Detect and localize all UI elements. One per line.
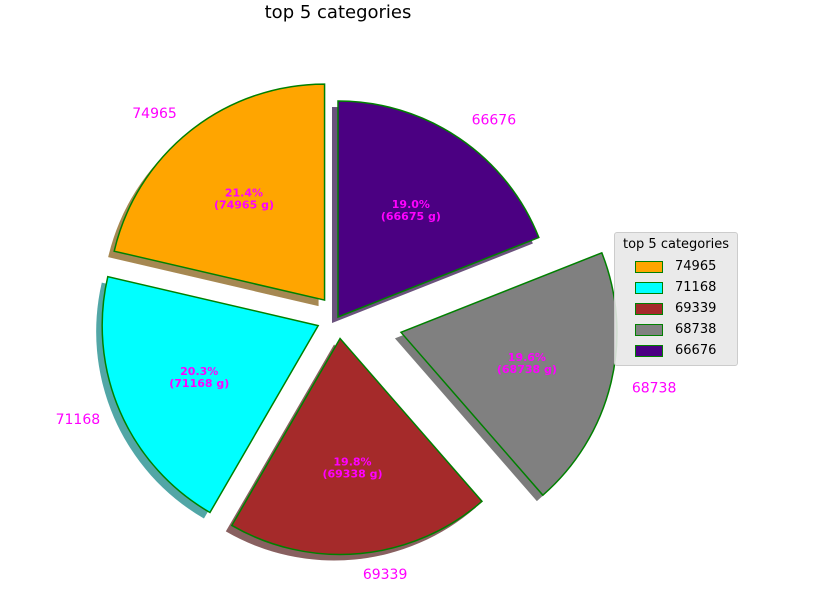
legend-item: 68738 — [615, 319, 737, 340]
legend-label: 74965 — [675, 259, 717, 274]
pie-slice-percent: (69338 g) — [322, 468, 382, 481]
legend-item: 66676 — [615, 340, 737, 361]
pie-slice-percent: (74965 g) — [214, 199, 274, 212]
pie-slice-label: 66676 — [472, 112, 517, 128]
pie-slice — [337, 100, 540, 319]
pie-slice-percent: 19.6% — [508, 351, 546, 364]
legend-item: 71168 — [615, 277, 737, 298]
legend-label: 66676 — [675, 343, 717, 358]
pie-slice — [399, 251, 618, 497]
pie-slice — [113, 83, 326, 302]
pie-slice-percent: 19.8% — [333, 456, 371, 469]
legend-item: 69339 — [615, 298, 737, 319]
pie-slice-label: 74965 — [132, 106, 177, 122]
legend-swatch — [635, 260, 663, 273]
legend-swatch — [635, 281, 663, 294]
pie-slice — [101, 275, 320, 514]
legend-swatch — [635, 302, 663, 315]
pie-slice-percent: (68738 g) — [497, 363, 557, 376]
legend-item: 74965 — [615, 256, 737, 277]
pie-slice — [230, 337, 484, 556]
pie-slice-percent: (66675 g) — [381, 210, 441, 223]
pie-slice-percent: (71168 g) — [169, 377, 229, 390]
pie-slice-label: 68738 — [632, 380, 677, 396]
chart-title: top 5 categories — [264, 2, 412, 23]
pie-slice-percent: 20.3% — [180, 365, 218, 378]
legend: top 5 categories 74965 71168 69339 68738 666… — [614, 232, 738, 366]
legend-swatch — [635, 323, 663, 336]
legend-label: 71168 — [675, 280, 717, 295]
pie-slice-percent: 19.0% — [392, 198, 430, 211]
pie-slice-label: 71168 — [56, 412, 101, 428]
legend-label: 69339 — [675, 301, 717, 316]
legend-title: top 5 categories — [623, 237, 729, 252]
pie-slice-percent: 21.4% — [225, 187, 263, 200]
legend-swatch — [635, 344, 663, 357]
legend-label: 68738 — [675, 322, 717, 337]
pie-slice-label: 69339 — [363, 567, 408, 583]
